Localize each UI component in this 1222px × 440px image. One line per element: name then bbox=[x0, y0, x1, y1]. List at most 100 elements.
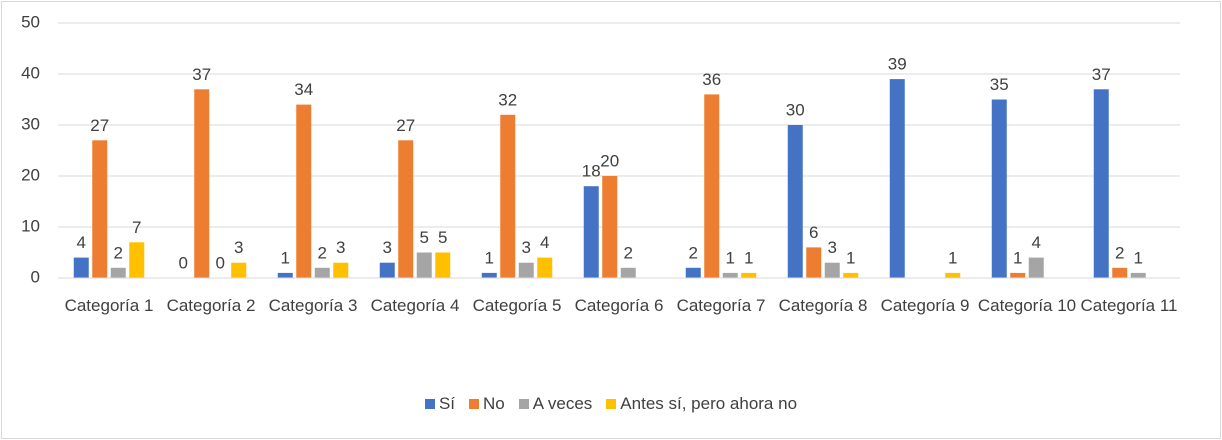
legend: Sí No A veces Antes sí, pero ahora no bbox=[0, 394, 1222, 414]
bar bbox=[787, 125, 803, 278]
bar bbox=[277, 272, 293, 278]
bar bbox=[398, 140, 414, 278]
data-label: 3 bbox=[522, 238, 531, 257]
bar bbox=[685, 267, 701, 278]
bar bbox=[583, 186, 599, 278]
data-label: 4 bbox=[77, 233, 86, 252]
data-label: 5 bbox=[420, 228, 429, 247]
data-label: 3 bbox=[383, 238, 392, 257]
data-label: 35 bbox=[990, 75, 1009, 94]
y-tick-label: 10 bbox=[21, 216, 40, 235]
bar bbox=[435, 252, 451, 278]
x-tick-label: Categoría 9 bbox=[880, 296, 970, 315]
legend-swatch bbox=[469, 399, 480, 409]
data-label: 27 bbox=[396, 116, 415, 135]
data-label: 3 bbox=[828, 238, 837, 257]
bar bbox=[518, 262, 534, 278]
bar bbox=[889, 79, 905, 278]
data-label: 37 bbox=[192, 65, 211, 84]
data-label: 36 bbox=[702, 70, 721, 89]
bar bbox=[129, 242, 145, 278]
data-label: 30 bbox=[786, 100, 805, 119]
data-label: 1 bbox=[846, 248, 855, 267]
data-label: 20 bbox=[600, 151, 619, 170]
bar bbox=[73, 257, 89, 278]
bar bbox=[1112, 267, 1128, 278]
bar bbox=[379, 262, 395, 278]
data-label: 0 bbox=[216, 253, 225, 272]
x-tick-label: Categoría 6 bbox=[574, 296, 664, 315]
data-label: 1 bbox=[281, 248, 290, 267]
legend-item: Antes sí, pero ahora no bbox=[606, 394, 797, 414]
bar bbox=[1093, 89, 1109, 278]
bar bbox=[416, 252, 432, 278]
legend-item: No bbox=[469, 394, 505, 414]
bar bbox=[537, 257, 553, 278]
data-label: 2 bbox=[689, 243, 698, 262]
bar bbox=[945, 272, 961, 278]
bar bbox=[314, 267, 330, 278]
x-tick-label: Categoría 2 bbox=[166, 296, 256, 315]
bar bbox=[843, 272, 859, 278]
bar bbox=[722, 272, 738, 278]
legend-item: Sí bbox=[424, 394, 456, 414]
legend-swatch bbox=[606, 399, 617, 409]
legend-swatch bbox=[424, 399, 435, 409]
bar bbox=[110, 267, 126, 278]
legend-label: A veces bbox=[532, 394, 593, 413]
bar bbox=[1028, 257, 1044, 278]
x-tick-label: Categoría 3 bbox=[268, 296, 358, 315]
data-label: 2 bbox=[624, 243, 633, 262]
y-tick-label: 0 bbox=[31, 267, 40, 286]
bar bbox=[620, 267, 636, 278]
legend-item: A veces bbox=[518, 394, 593, 414]
x-tick-label: Categoría 11 bbox=[1080, 296, 1178, 315]
data-label: 5 bbox=[438, 228, 447, 247]
data-label: 1 bbox=[1013, 248, 1022, 267]
data-label: 39 bbox=[888, 55, 907, 74]
y-tick-label: 40 bbox=[21, 63, 40, 82]
data-label: 4 bbox=[1032, 233, 1041, 252]
data-label: 1 bbox=[485, 248, 494, 267]
data-label: 27 bbox=[90, 116, 109, 135]
bar bbox=[92, 140, 108, 278]
data-label: 1 bbox=[744, 248, 753, 267]
bar bbox=[1010, 272, 1026, 278]
bar bbox=[231, 262, 247, 278]
bar bbox=[194, 89, 210, 278]
legend-label: Sí bbox=[438, 394, 456, 413]
x-tick-label: Categoría 10 bbox=[977, 296, 1077, 315]
data-label: 7 bbox=[132, 218, 141, 237]
data-label: 0 bbox=[179, 253, 188, 272]
bar bbox=[296, 104, 312, 278]
bar bbox=[333, 262, 349, 278]
legend-label: Antes sí, pero ahora no bbox=[620, 394, 798, 413]
data-label: 3 bbox=[336, 238, 345, 257]
bar bbox=[741, 272, 757, 278]
bar bbox=[500, 114, 516, 278]
x-tick-label: Categoría 5 bbox=[472, 296, 562, 315]
data-label: 32 bbox=[498, 90, 517, 109]
data-label: 1 bbox=[948, 248, 957, 267]
data-label: 6 bbox=[809, 223, 818, 242]
y-tick-label: 50 bbox=[21, 12, 40, 31]
data-label: 2 bbox=[114, 243, 123, 262]
x-tick-label: Categoría 8 bbox=[778, 296, 868, 315]
bar bbox=[602, 176, 618, 278]
data-label: 4 bbox=[540, 233, 549, 252]
x-tick-label: Categoría 4 bbox=[370, 296, 460, 315]
y-tick-label: 20 bbox=[21, 165, 40, 184]
bar bbox=[481, 272, 497, 278]
data-label: 34 bbox=[294, 80, 313, 99]
data-label: 18 bbox=[582, 162, 601, 181]
data-label: 2 bbox=[1115, 243, 1124, 262]
data-label: 3 bbox=[234, 238, 243, 257]
data-label: 37 bbox=[1092, 65, 1111, 84]
data-label: 2 bbox=[318, 243, 327, 262]
bar bbox=[806, 247, 822, 278]
y-tick-label: 30 bbox=[21, 114, 40, 133]
data-label: 1 bbox=[726, 248, 735, 267]
x-tick-label: Categoría 7 bbox=[676, 296, 766, 315]
